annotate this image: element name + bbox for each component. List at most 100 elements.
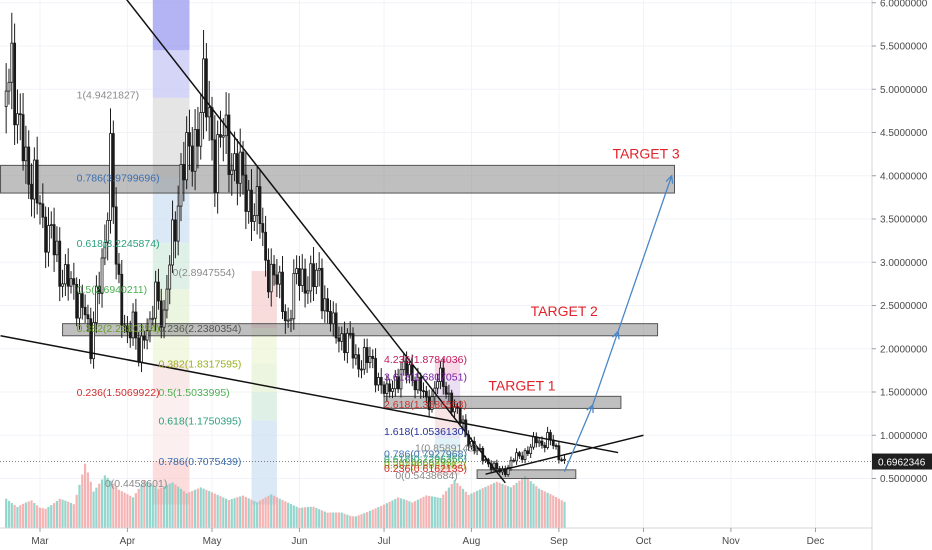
candle-body xyxy=(21,114,25,162)
volume-bar xyxy=(343,513,346,528)
candle-body xyxy=(114,206,118,265)
candle-body xyxy=(340,333,344,342)
volume-bar xyxy=(368,510,372,528)
volume-bar xyxy=(504,485,507,528)
candle-body xyxy=(484,459,487,462)
candle-body xyxy=(424,390,428,398)
candle-body xyxy=(18,113,22,116)
candle-body xyxy=(331,312,335,325)
fib-band xyxy=(434,430,461,439)
volume-bar xyxy=(44,508,47,528)
volume-bar xyxy=(75,494,78,528)
volume-bar xyxy=(543,491,546,528)
trendline xyxy=(563,404,594,472)
candle-body xyxy=(436,381,440,389)
volume-bar xyxy=(306,507,309,528)
candle-body xyxy=(360,368,363,371)
volume-bar xyxy=(134,493,137,528)
x-tick-label: May xyxy=(203,536,222,547)
volume-bar xyxy=(354,516,357,528)
volume-bar xyxy=(521,478,524,528)
volume-bar xyxy=(535,486,538,528)
candle-body xyxy=(207,107,211,118)
volume-bar xyxy=(247,498,250,528)
volume-bar xyxy=(402,499,405,528)
candle-body xyxy=(106,220,110,243)
x-tick-label: Jul xyxy=(378,536,391,547)
x-axis[interactable]: Mar Apr May Jun Jul Aug Sep Oct Nov Dec xyxy=(0,527,872,547)
volume-bar xyxy=(112,483,115,528)
volume-bar xyxy=(371,509,374,528)
volume-bar xyxy=(241,495,245,528)
volume-bar xyxy=(529,481,532,528)
volume-bar xyxy=(405,500,408,528)
volume-bar xyxy=(470,493,473,528)
volume-bar xyxy=(281,500,284,528)
volume-bar xyxy=(137,488,140,528)
volume-bar xyxy=(320,510,324,528)
volume-bar xyxy=(456,483,459,528)
candle-body xyxy=(137,337,141,363)
volume-bar xyxy=(244,496,247,528)
volume-bar xyxy=(487,485,490,528)
volume-bar xyxy=(177,486,180,528)
candle-body xyxy=(560,459,564,462)
volume-bar xyxy=(78,484,81,528)
candle-body xyxy=(281,271,284,312)
target-label: TARGET 3 xyxy=(612,145,679,161)
candle-body xyxy=(252,215,256,222)
x-tick-label: Sep xyxy=(550,536,568,547)
candle-body xyxy=(526,450,530,454)
candle-body xyxy=(83,306,87,316)
candle-body xyxy=(44,216,48,253)
volume-bar xyxy=(492,483,496,528)
candle-body xyxy=(103,242,107,259)
candle-body xyxy=(193,129,197,172)
candle-body xyxy=(216,134,220,193)
volume-bar xyxy=(5,498,8,528)
volume-bar xyxy=(298,507,301,528)
candle-body xyxy=(78,293,81,319)
candle-body xyxy=(210,107,214,141)
volume-bar xyxy=(287,502,290,528)
volume-bar xyxy=(205,489,208,528)
volume-bar xyxy=(459,485,462,528)
candle-body xyxy=(199,112,203,147)
candle-body xyxy=(128,331,132,339)
volume-bar xyxy=(318,509,321,528)
candle-body xyxy=(362,347,366,370)
volume-bar xyxy=(425,495,428,528)
candle-body xyxy=(368,356,372,364)
volume-bar xyxy=(507,486,510,528)
fib-level-label: 0.5(0.6868293) xyxy=(384,457,455,469)
volume-bar xyxy=(230,499,233,528)
fib-band xyxy=(434,465,461,476)
volume-bar xyxy=(515,482,518,528)
volume-bar xyxy=(10,502,13,528)
volume-bar xyxy=(194,489,197,528)
volume-bar xyxy=(98,483,101,528)
candle-body xyxy=(204,58,208,118)
volume-bar xyxy=(467,494,470,528)
trendline xyxy=(485,434,644,475)
volume-bar xyxy=(366,512,369,528)
arrow-head xyxy=(665,174,674,184)
candle-body xyxy=(399,369,403,390)
volume-bar xyxy=(349,515,352,528)
candle-body xyxy=(441,367,445,387)
last-price-tag xyxy=(872,453,932,470)
candle-body xyxy=(520,455,524,460)
volume-bar xyxy=(53,503,56,528)
volume-bar xyxy=(21,503,25,528)
candle-body xyxy=(41,203,45,218)
fib-level-label: 0.786(3.9799696) xyxy=(77,172,160,184)
candle-body xyxy=(303,268,307,294)
volume-bar xyxy=(326,512,329,528)
candle-body xyxy=(185,132,189,181)
candle-body xyxy=(272,263,276,276)
candle-body xyxy=(120,273,124,326)
candle-body xyxy=(80,293,84,308)
candle-body xyxy=(334,312,338,339)
